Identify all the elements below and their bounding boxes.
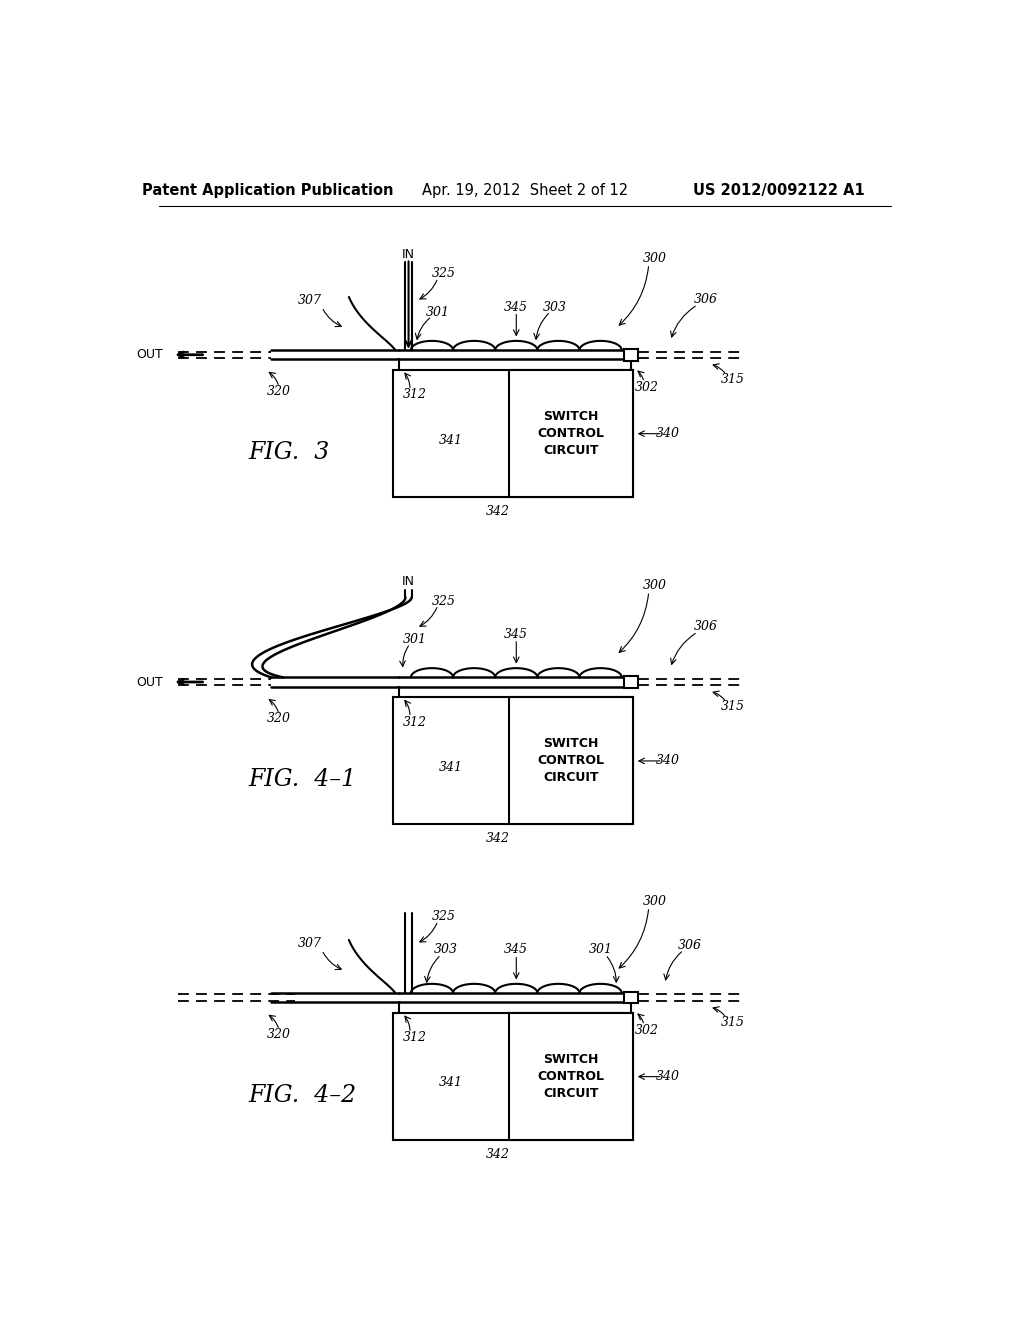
Text: 312: 312 xyxy=(402,1031,427,1044)
Text: 302: 302 xyxy=(635,380,659,393)
Bar xyxy=(509,370,633,498)
Text: 315: 315 xyxy=(721,700,744,713)
Text: 300: 300 xyxy=(643,895,667,908)
Bar xyxy=(393,697,633,825)
Text: FIG.  4–2: FIG. 4–2 xyxy=(248,1084,356,1107)
Text: 340: 340 xyxy=(656,1071,680,1084)
Text: Patent Application Publication: Patent Application Publication xyxy=(141,183,393,198)
Text: FIG.  4–1: FIG. 4–1 xyxy=(248,768,356,792)
Text: 315: 315 xyxy=(721,1016,744,1028)
Text: 345: 345 xyxy=(504,944,528,957)
Bar xyxy=(509,1014,633,1140)
Text: 301: 301 xyxy=(402,634,427,647)
Text: 342: 342 xyxy=(485,1147,510,1160)
Text: 307: 307 xyxy=(298,937,323,950)
Text: 303: 303 xyxy=(543,301,567,314)
Text: 345: 345 xyxy=(504,301,528,314)
Text: CIRCUIT: CIRCUIT xyxy=(544,444,599,457)
Text: 301: 301 xyxy=(589,944,612,957)
Text: 345: 345 xyxy=(504,628,528,640)
Text: 306: 306 xyxy=(693,620,718,634)
Text: OUT: OUT xyxy=(136,348,163,362)
Text: FIG.  3: FIG. 3 xyxy=(248,441,330,465)
Text: 340: 340 xyxy=(656,755,680,767)
Text: 325: 325 xyxy=(431,594,456,607)
Text: 306: 306 xyxy=(693,293,718,306)
Text: OUT: OUT xyxy=(136,676,163,689)
Text: CIRCUIT: CIRCUIT xyxy=(544,771,599,784)
Text: US 2012/0092122 A1: US 2012/0092122 A1 xyxy=(693,183,865,198)
Bar xyxy=(393,1014,633,1140)
Text: 342: 342 xyxy=(485,504,510,517)
Text: 320: 320 xyxy=(267,1028,291,1041)
Text: 301: 301 xyxy=(426,306,450,319)
Bar xyxy=(624,991,638,1003)
Bar xyxy=(393,370,633,498)
Text: Apr. 19, 2012  Sheet 2 of 12: Apr. 19, 2012 Sheet 2 of 12 xyxy=(422,183,628,198)
Text: 307: 307 xyxy=(298,294,323,308)
Text: 341: 341 xyxy=(439,760,463,774)
Text: SWITCH: SWITCH xyxy=(544,411,599,424)
Text: CONTROL: CONTROL xyxy=(538,428,605,440)
Text: SWITCH: SWITCH xyxy=(544,1053,599,1067)
Text: 312: 312 xyxy=(402,388,427,401)
Text: CONTROL: CONTROL xyxy=(538,1071,605,1084)
Bar xyxy=(624,676,638,688)
Text: 342: 342 xyxy=(485,832,510,845)
Bar xyxy=(509,697,633,825)
Text: 315: 315 xyxy=(721,372,744,385)
Text: 340: 340 xyxy=(656,428,680,440)
Text: SWITCH: SWITCH xyxy=(544,738,599,751)
Text: 300: 300 xyxy=(643,252,667,265)
Text: CONTROL: CONTROL xyxy=(538,755,605,767)
Text: 325: 325 xyxy=(431,911,456,924)
Text: IN: IN xyxy=(402,248,415,261)
Text: 306: 306 xyxy=(678,939,701,952)
Text: 320: 320 xyxy=(267,713,291,726)
Text: 312: 312 xyxy=(402,715,427,729)
Text: 341: 341 xyxy=(439,433,463,446)
Text: 300: 300 xyxy=(643,579,667,593)
Text: 320: 320 xyxy=(267,385,291,399)
Text: 325: 325 xyxy=(431,268,456,280)
Text: 302: 302 xyxy=(635,1023,659,1036)
Text: 303: 303 xyxy=(434,944,458,957)
Bar xyxy=(624,348,638,360)
Text: IN: IN xyxy=(402,576,415,589)
Text: 341: 341 xyxy=(439,1077,463,1089)
Text: CIRCUIT: CIRCUIT xyxy=(544,1088,599,1100)
